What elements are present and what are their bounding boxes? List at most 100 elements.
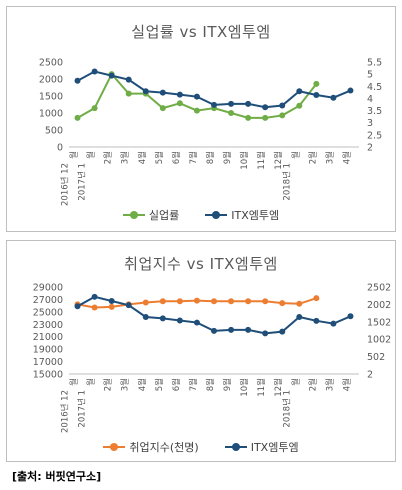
x-tick-label: 월 2016년 12: [60, 378, 80, 433]
y-left-tick-label: 19000: [33, 345, 63, 356]
data-point: [159, 105, 166, 112]
x-tick-text: 2018년 1: [281, 163, 292, 201]
x-tick-label: 12월: [273, 151, 284, 170]
legend-item: 취업지수(천명): [103, 439, 199, 455]
x-tick-text: 9월: [222, 151, 233, 164]
x-tick-text: 4월: [137, 151, 148, 164]
data-point: [193, 93, 200, 100]
x-tick-label: 월 2018년 1: [281, 151, 301, 201]
y-left-tick-label: 23000: [33, 320, 63, 331]
x-tick-text: 11월: [256, 378, 267, 397]
x-tick-text: 3월: [324, 151, 335, 164]
x-tick-label: 4월: [341, 378, 352, 391]
data-point: [91, 105, 98, 112]
data-point: [313, 80, 320, 87]
legend: 실업률 ITX엠투엠: [7, 207, 395, 223]
y-left-tick-label: 17000: [33, 357, 63, 368]
data-point: [211, 101, 217, 108]
data-point: [91, 68, 98, 75]
data-point: [74, 114, 81, 121]
data-point: [296, 88, 303, 95]
x-tick-label: 9월: [222, 151, 233, 164]
legend-item: ITX엠투엠: [205, 207, 279, 223]
x-tick-label: 8월: [205, 378, 216, 391]
data-point: [313, 295, 320, 302]
x-tick-label: 6월: [171, 378, 182, 391]
x-tick-text: 2018년 1: [281, 390, 292, 428]
y-right-tick-label: 5.5: [367, 58, 382, 69]
x-tick-text: 7월: [188, 151, 199, 164]
data-point: [211, 298, 217, 305]
data-point: [296, 300, 303, 307]
x-tick-label: 월 2016년 12: [60, 151, 80, 206]
data-point: [279, 102, 286, 109]
data-point: [313, 91, 320, 98]
data-point: [108, 303, 115, 310]
x-tick-text: 10월: [239, 151, 250, 170]
x-tick-label: 12월: [273, 378, 284, 397]
y-right-tick-label: 4: [367, 94, 373, 105]
x-tick-label: 2월: [307, 151, 318, 164]
data-point: [245, 100, 252, 107]
x-tick-label: 10월: [239, 378, 250, 397]
data-point: [74, 303, 81, 310]
x-tick-label: 11월: [256, 151, 267, 170]
y-right-tick-label: 4.5: [367, 82, 382, 93]
x-tick-text: 월: [290, 378, 301, 386]
legend-item: ITX엠투엠: [224, 439, 299, 455]
x-tick-label: 3월: [120, 151, 131, 164]
x-tick-label: 4월: [137, 378, 148, 391]
data-point: [262, 330, 269, 337]
y-left-tick-label: 500: [45, 126, 63, 137]
y-right-tick-label: 3: [367, 118, 373, 129]
data-point: [108, 72, 115, 79]
y-right-tick-label: 1002: [367, 335, 391, 346]
y-left-tick-label: 27000: [33, 295, 63, 306]
x-tick-text: 3월: [324, 378, 335, 391]
x-tick-label: 7월: [188, 151, 199, 164]
x-tick-text: 2월: [307, 378, 318, 391]
x-tick-label: 4월: [341, 151, 352, 164]
data-point: [228, 326, 235, 333]
y-right-tick-label: 2: [367, 143, 373, 154]
x-tick-text: 4월: [137, 378, 148, 391]
legend-swatch: [224, 442, 247, 452]
x-tick-text: 7월: [188, 378, 199, 391]
data-point: [125, 302, 132, 309]
y-left-tick-label: 2000: [39, 75, 63, 86]
y-right-tick-label: 1502: [367, 317, 391, 328]
x-tick-text: 12월: [273, 378, 284, 397]
x-tick-text: 2월: [103, 378, 114, 391]
data-point: [347, 313, 354, 320]
x-tick-label: 월 2018년 1: [281, 378, 301, 428]
x-tick-label: 3월: [324, 151, 335, 164]
data-point: [159, 89, 166, 96]
data-point: [228, 298, 235, 305]
data-point: [142, 88, 149, 95]
x-tick-label: 월 2017년 1: [77, 378, 97, 428]
y-right-tick-label: 2.5: [367, 130, 382, 141]
x-tick-label: 9월: [222, 378, 233, 391]
x-tick-text: 2017년 1: [77, 163, 88, 201]
x-tick-text: 6월: [171, 378, 182, 391]
data-point: [296, 102, 303, 109]
legend-swatch: [122, 210, 145, 220]
x-tick-text: 8월: [205, 151, 216, 164]
data-point: [245, 298, 252, 305]
x-tick-text: 2월: [103, 151, 114, 164]
x-tick-label: 10월: [239, 151, 250, 170]
x-tick-label: 8월: [205, 151, 216, 164]
y-right-tick-label: 2: [367, 370, 373, 381]
x-tick-text: 2016년 12: [60, 390, 71, 433]
legend: 취업지수(천명) ITX엠투엠: [7, 439, 395, 455]
y-right-tick-label: 502: [367, 352, 385, 363]
x-tick-label: 3월: [324, 378, 335, 391]
x-tick-label: 7월: [188, 378, 199, 391]
x-tick-text: 월: [69, 151, 80, 159]
data-point: [245, 326, 252, 333]
x-tick-text: 4월: [341, 151, 352, 164]
data-point: [176, 317, 183, 324]
y-right-tick-label: 5: [367, 70, 373, 81]
x-tick-text: 9월: [222, 378, 233, 391]
data-point: [142, 313, 149, 320]
